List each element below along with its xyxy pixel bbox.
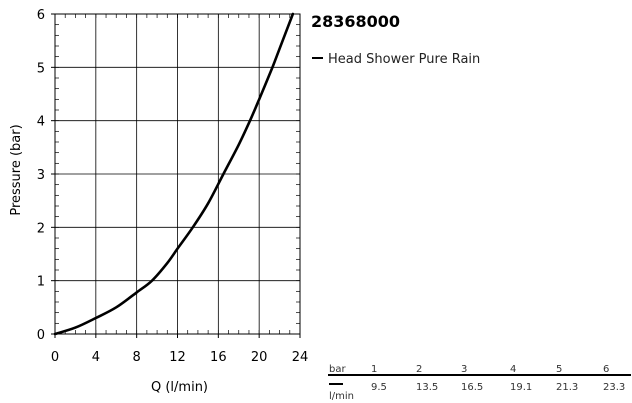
table-flow-cell: 9.5 (371, 382, 387, 393)
x-axis-ticks: 0 4 8 12 16 20 24 (51, 334, 308, 365)
table-pressure-cell: 1 (371, 364, 377, 375)
y-tick-label: 0 (37, 328, 45, 343)
table-row-label-lmin: l/min (329, 391, 354, 402)
series-line-0 (53, 12, 295, 336)
x-tick-label: 0 (51, 350, 59, 365)
table-flow-row: 9.5 13.5 16.5 19.1 21.3 23.3 (371, 382, 625, 393)
y-axis-label: Pressure (bar) (9, 124, 24, 215)
x-tick-label: 20 (251, 350, 268, 365)
x-tick-label: 4 (92, 350, 100, 365)
table-pressure-cell: 6 (603, 364, 609, 375)
x-axis-label: Q (l/min) (151, 380, 208, 395)
x-tick-label: 12 (169, 350, 186, 365)
series-layer (53, 12, 295, 336)
x-tick-label: 24 (292, 350, 309, 365)
table-row-label-bar: bar (329, 364, 346, 375)
table-flow-cell: 23.3 (603, 382, 625, 393)
y-axis-ticks: 0 1 2 3 4 5 6 (37, 8, 55, 343)
y-tick-label: 4 (37, 115, 45, 130)
y-tick-label: 2 (37, 221, 45, 236)
legend-entry-head-shower: Head Shower Pure Rain (328, 52, 480, 67)
table-flow-cell: 13.5 (416, 382, 438, 393)
y-tick-label: 1 (37, 275, 45, 290)
table-flow-cell: 16.5 (461, 382, 483, 393)
table-pressure-row: 1 2 3 4 5 6 (371, 364, 609, 375)
y-tick-label: 5 (37, 61, 45, 76)
y-tick-label: 3 (37, 168, 45, 183)
table-pressure-cell: 2 (416, 364, 422, 375)
x-tick-label: 16 (210, 350, 227, 365)
y-tick-label: 6 (37, 8, 45, 23)
table-flow-cell: 21.3 (556, 382, 578, 393)
chart-title: 28368000 (311, 12, 400, 31)
table-flow-cell: 19.1 (510, 382, 532, 393)
table-pressure-cell: 4 (510, 364, 516, 375)
x-tick-label: 8 (133, 350, 141, 365)
grid-layer (55, 14, 300, 334)
flow-table: bar l/min 1 2 3 4 5 6 9.5 13.5 16.5 19.1 21.3 23.3 (328, 364, 631, 402)
table-pressure-cell: 3 (461, 364, 467, 375)
table-pressure-cell: 5 (556, 364, 562, 375)
